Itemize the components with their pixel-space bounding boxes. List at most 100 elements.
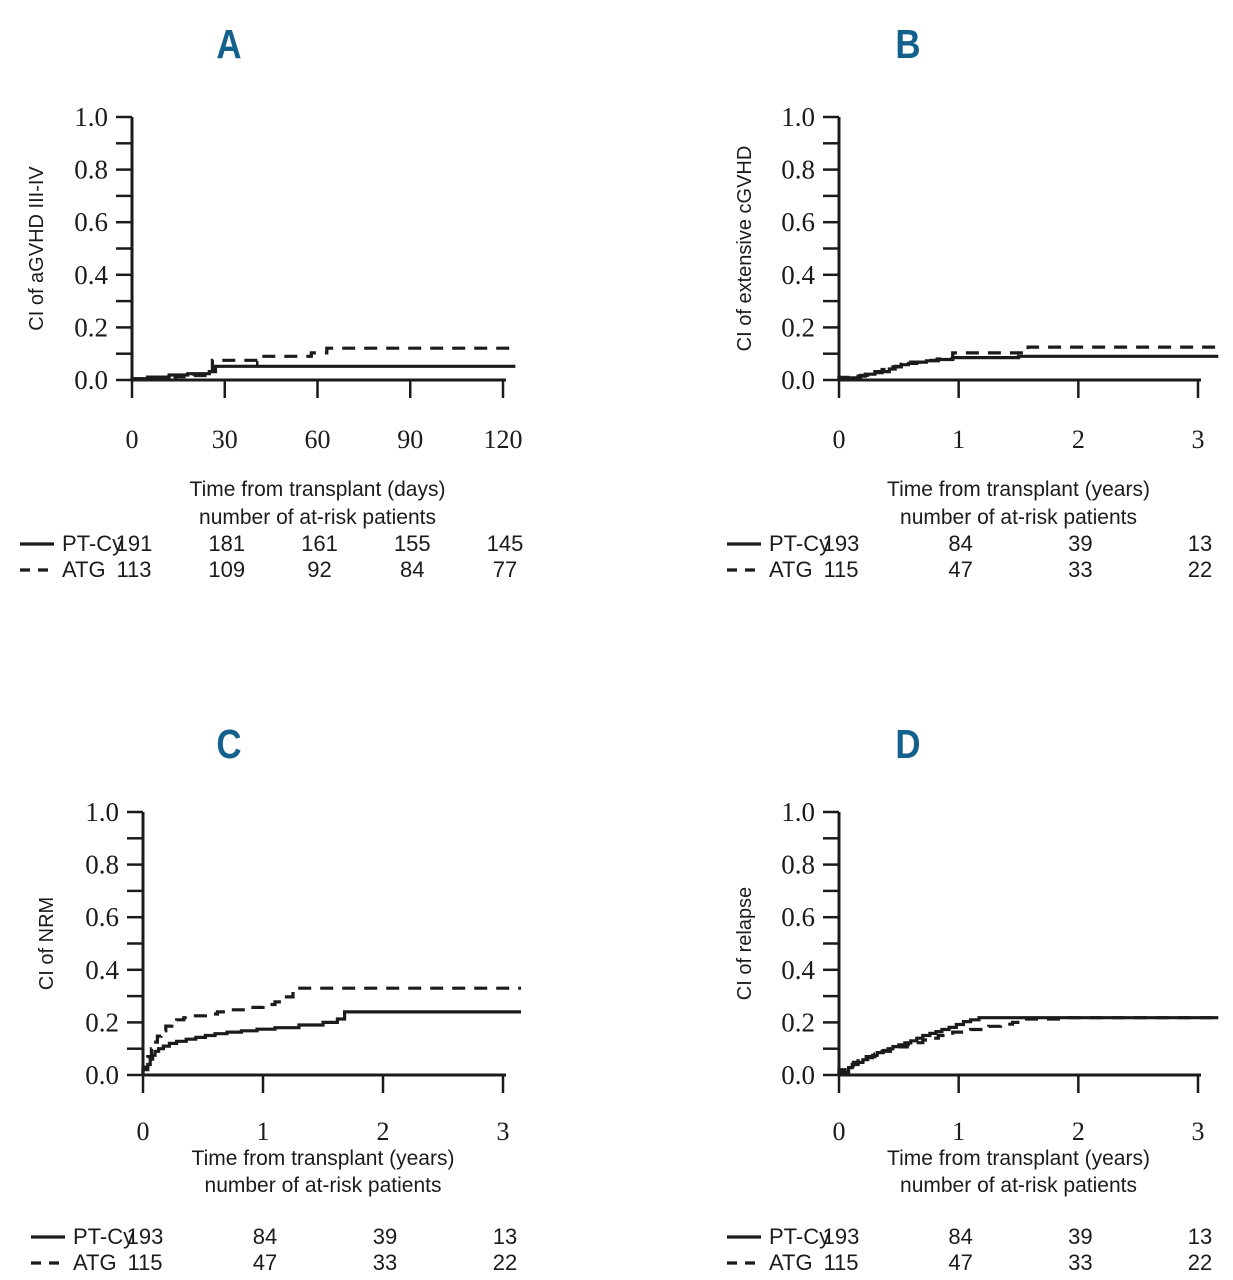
at-risk-count: 39: [373, 1224, 397, 1249]
y-tick-label: 0.6: [74, 207, 108, 237]
at-risk-count: 191: [116, 531, 153, 556]
at-risk-count: 22: [1188, 557, 1212, 582]
at-risk-count: 84: [948, 531, 972, 556]
y-tick-label: 0.8: [85, 850, 119, 880]
legend-label-atg: ATG: [73, 1250, 117, 1275]
at-risk-header: number of at-risk patients: [900, 506, 1137, 529]
x-tick-label: 1: [952, 425, 965, 454]
legend-label-pt-cy: PT-Cy: [769, 531, 830, 556]
at-risk-count: 193: [127, 1224, 164, 1249]
at-risk-count: 77: [493, 557, 517, 582]
at-risk-count: 13: [493, 1224, 517, 1249]
curve-pt-cy: [130, 364, 516, 381]
at-risk-count: 92: [307, 557, 331, 582]
y-tick-label: 1.0: [781, 797, 815, 827]
x-tick-label: 60: [305, 425, 331, 454]
x-tick-label: 0: [126, 425, 139, 454]
legend-label-pt-cy: PT-Cy: [62, 531, 123, 556]
y-tick-label: 0.2: [781, 312, 815, 342]
y-tick-label: 0.2: [74, 312, 108, 342]
curve-atg: [837, 345, 1219, 380]
at-risk-count: 193: [823, 1224, 860, 1249]
at-risk-count: 47: [948, 1250, 972, 1275]
y-tick-label: 0.4: [74, 260, 108, 290]
at-risk-header: number of at-risk patients: [199, 506, 436, 529]
at-risk-count: 84: [400, 557, 424, 582]
x-tick-label: 2: [1072, 425, 1085, 454]
y-tick-label: 0.4: [781, 260, 815, 290]
x-tick-label: 3: [497, 1117, 510, 1146]
curve-atg: [130, 346, 516, 381]
at-risk-count: 47: [948, 557, 972, 582]
at-risk-header: number of at-risk patients: [205, 1174, 442, 1197]
x-tick-label: 2: [377, 1117, 390, 1146]
at-risk-count: 193: [823, 531, 860, 556]
y-tick-label: 0.0: [781, 365, 815, 395]
x-tick-label: 1: [257, 1117, 270, 1146]
legend-label-atg: ATG: [62, 557, 106, 582]
y-tick-label: 0.6: [85, 902, 119, 932]
x-tick-label: 120: [484, 425, 523, 454]
curve-pt-cy: [141, 1010, 521, 1075]
at-risk-header: number of at-risk patients: [900, 1174, 1137, 1197]
panel-letter-c: C: [216, 721, 242, 767]
y-tick-label: 0.0: [85, 1060, 119, 1090]
y-tick-label: 1.0: [781, 102, 815, 132]
curve-atg: [837, 1016, 1219, 1075]
at-risk-count: 109: [208, 557, 245, 582]
y-axis-title: CI of relapse: [734, 887, 756, 1000]
x-axis-title: Time from transplant (years): [887, 478, 1150, 501]
at-risk-count: 39: [1068, 531, 1092, 556]
y-tick-label: 0.4: [85, 955, 119, 985]
panel-c: 0.0 0.2 0.4 0.6 0.8 1.0 0 1 2 3 CI of NRM Time from…: [31, 797, 521, 1275]
at-risk-count: 161: [301, 531, 338, 556]
y-tick-label: 0.8: [781, 155, 815, 185]
at-risk-count: 115: [823, 557, 858, 582]
y-axis-title: CI of extensive cGVHD: [734, 146, 756, 352]
x-tick-label: 3: [1192, 425, 1205, 454]
panel-letter-b: B: [895, 21, 921, 67]
at-risk-count: 113: [116, 557, 151, 582]
x-tick-label: 0: [833, 425, 846, 454]
y-tick-label: 0.0: [74, 365, 108, 395]
at-risk-count: 47: [253, 1250, 277, 1275]
x-tick-label: 2: [1072, 1117, 1085, 1146]
y-tick-label: 0.8: [74, 155, 108, 185]
at-risk-count: 33: [1068, 557, 1092, 582]
at-risk-count: 13: [1188, 531, 1212, 556]
y-tick-label: 1.0: [85, 797, 119, 827]
x-axis-title: Time from transplant (days): [190, 478, 446, 501]
panel-a: 0.0 0.2 0.4 0.6 0.8 1.0 0 30 60 90 120 CI of aGVHD …: [20, 102, 523, 582]
at-risk-count: 22: [1188, 1250, 1212, 1275]
y-tick-label: 1.0: [74, 102, 108, 132]
at-risk-count: 84: [948, 1224, 972, 1249]
at-risk-count: 33: [373, 1250, 397, 1275]
at-risk-count: 115: [823, 1250, 858, 1275]
legend-label-atg: ATG: [769, 1250, 813, 1275]
x-axis-title: Time from transplant (years): [887, 1147, 1150, 1170]
y-tick-label: 0.6: [781, 902, 815, 932]
y-axis-title: CI of aGVHD III-IV: [26, 166, 48, 331]
y-axis-title: CI of NRM: [36, 897, 58, 990]
x-tick-label: 30: [212, 425, 238, 454]
x-tick-label: 3: [1192, 1117, 1205, 1146]
panel-d: 0.0 0.2 0.4 0.6 0.8 1.0 0 1 2 3 CI of relapse Time …: [727, 797, 1219, 1275]
at-risk-count: 155: [394, 531, 431, 556]
panel-letter-a: A: [216, 21, 242, 67]
panel-letter-d: D: [895, 721, 921, 767]
at-risk-count: 13: [1188, 1224, 1212, 1249]
x-tick-label: 0: [137, 1117, 150, 1146]
panel-b: 0.0 0.2 0.4 0.6 0.8 1.0 0 1 2 3 CI of extensive cG…: [727, 102, 1219, 582]
at-risk-count: 145: [487, 531, 524, 556]
y-tick-label: 0.6: [781, 207, 815, 237]
at-risk-count: 115: [127, 1250, 162, 1275]
at-risk-count: 181: [208, 531, 245, 556]
at-risk-count: 33: [1068, 1250, 1092, 1275]
legend-label-pt-cy: PT-Cy: [769, 1224, 830, 1249]
x-axis-title: Time from transplant (years): [192, 1147, 455, 1170]
y-tick-label: 0.8: [781, 850, 815, 880]
legend-label-pt-cy: PT-Cy: [73, 1224, 134, 1249]
curve-pt-cy: [837, 1016, 1219, 1075]
